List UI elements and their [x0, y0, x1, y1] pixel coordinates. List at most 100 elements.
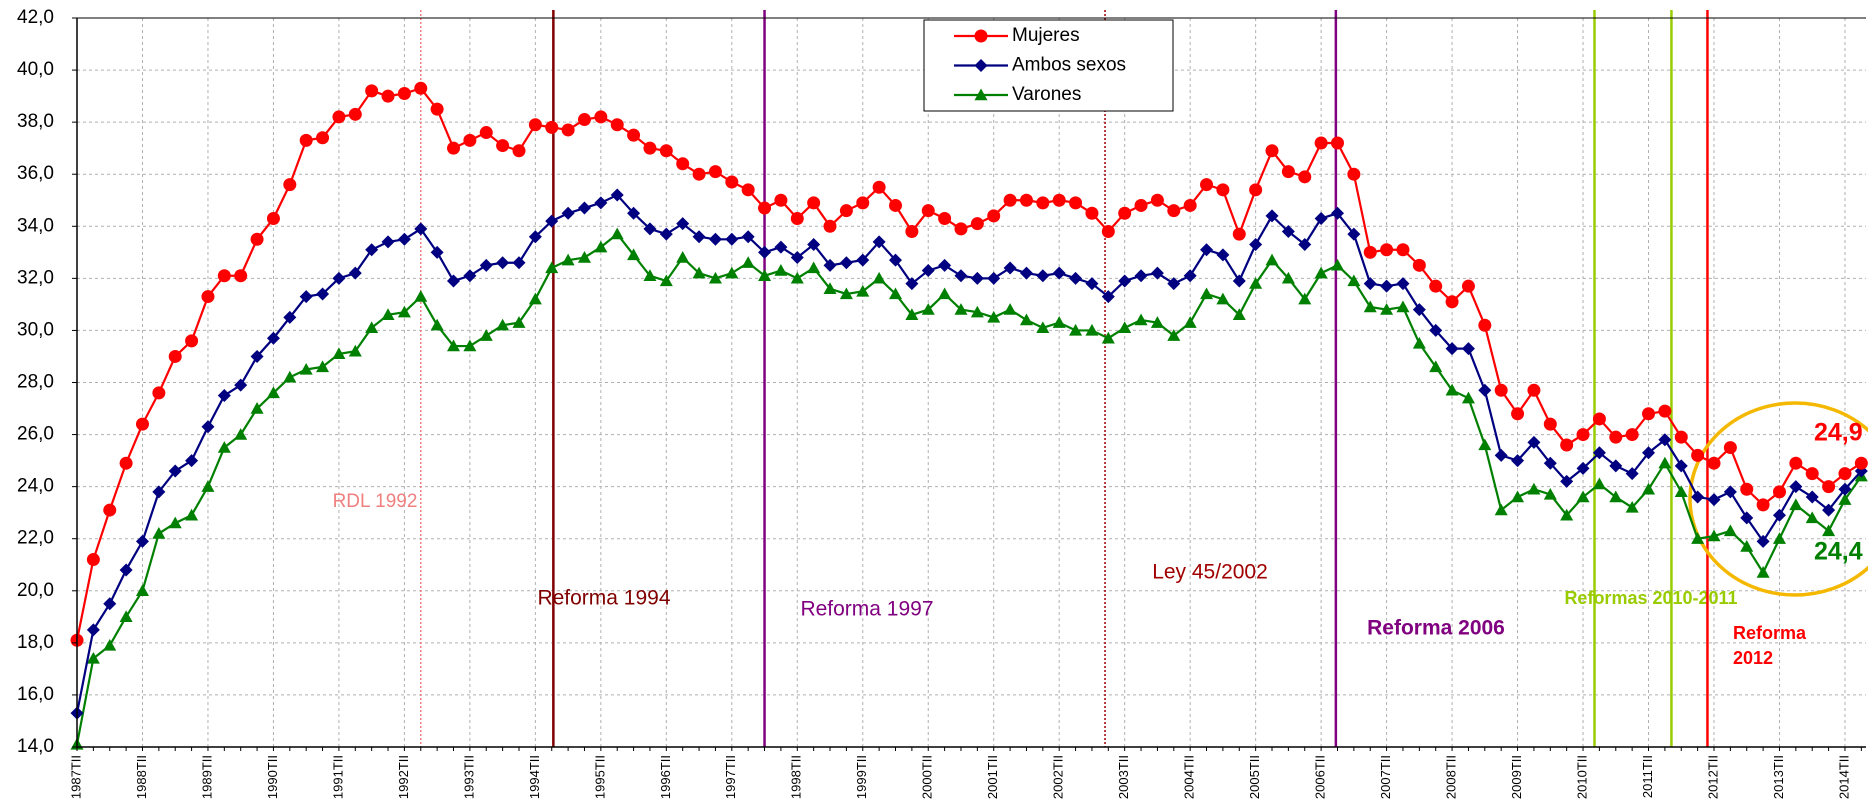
point	[676, 157, 690, 171]
point	[1592, 446, 1606, 460]
point	[316, 287, 330, 301]
y-tick-label: 18,0	[17, 632, 54, 653]
point	[1281, 224, 1295, 238]
point	[1249, 238, 1263, 252]
point	[1347, 274, 1361, 287]
point	[1461, 391, 1475, 404]
point	[217, 389, 231, 403]
x-tick-label: 2000TII	[920, 755, 935, 799]
point	[1478, 318, 1492, 332]
point	[1740, 540, 1754, 552]
point	[725, 266, 739, 279]
point	[1118, 274, 1132, 288]
legend: Mujeres Ambos sexos Varones	[923, 19, 1174, 112]
point	[1789, 480, 1803, 494]
point	[1052, 266, 1066, 280]
x-tick-label: 1999TII	[854, 755, 869, 799]
point	[1363, 300, 1377, 313]
point	[86, 553, 100, 567]
point	[1429, 279, 1443, 293]
point	[1249, 277, 1263, 289]
x-tick-label: 2004TII	[1182, 755, 1197, 799]
point	[1200, 243, 1214, 257]
x-tick-label: 1995TII	[592, 755, 607, 799]
point	[1723, 524, 1737, 537]
point	[1200, 287, 1214, 300]
point	[1805, 467, 1819, 481]
point	[414, 222, 428, 236]
point	[414, 290, 428, 302]
point	[659, 227, 673, 241]
point	[774, 193, 788, 207]
point	[1216, 248, 1230, 262]
y-tick-label: 36,0	[17, 163, 54, 184]
point	[1625, 500, 1639, 513]
x-tick-label: 2007TII	[1378, 755, 1393, 799]
point	[1592, 412, 1606, 426]
point	[103, 503, 117, 517]
point	[807, 196, 821, 210]
point	[1167, 329, 1181, 341]
point	[119, 563, 133, 577]
point	[528, 292, 542, 305]
point	[1380, 243, 1394, 257]
point	[152, 485, 166, 499]
point	[463, 339, 477, 352]
point	[103, 638, 117, 651]
point	[152, 527, 166, 539]
point	[397, 232, 411, 246]
point	[119, 610, 133, 623]
point	[201, 290, 215, 304]
point	[823, 258, 837, 272]
callout-label: 24,9	[1814, 419, 1863, 447]
reform-label: RDL 1992	[333, 491, 418, 512]
point	[1069, 271, 1083, 285]
point	[1003, 193, 1017, 207]
point	[872, 235, 886, 249]
point	[774, 240, 788, 254]
point	[479, 329, 493, 341]
point	[430, 318, 444, 331]
point	[1101, 224, 1115, 238]
point	[512, 316, 526, 328]
point	[217, 441, 231, 453]
point	[1363, 245, 1377, 259]
point	[447, 274, 461, 288]
point	[1298, 292, 1312, 305]
point	[1265, 253, 1279, 266]
point	[1232, 227, 1246, 241]
point	[86, 651, 100, 664]
point	[447, 141, 461, 155]
point	[692, 266, 706, 279]
point	[758, 201, 772, 215]
y-tick-label: 34,0	[17, 215, 54, 236]
point	[1052, 193, 1066, 207]
point	[1380, 303, 1394, 315]
point	[987, 209, 1001, 223]
point	[676, 251, 690, 263]
point	[168, 516, 182, 529]
point	[1674, 430, 1688, 444]
point	[659, 144, 673, 158]
point	[1281, 271, 1295, 284]
point	[741, 183, 755, 197]
point	[790, 251, 804, 265]
point	[1478, 438, 1492, 451]
y-tick-label: 26,0	[17, 424, 54, 445]
point	[185, 508, 199, 521]
y-tick-label: 28,0	[17, 372, 54, 393]
x-tick-label: 2003TII	[1116, 755, 1131, 799]
point	[1036, 196, 1050, 210]
point	[234, 269, 248, 283]
x-tick-label: 1992TII	[396, 755, 411, 799]
point	[954, 303, 968, 315]
point	[627, 128, 641, 142]
point	[676, 217, 690, 231]
point	[987, 271, 1001, 285]
point	[659, 274, 673, 287]
point	[954, 269, 968, 283]
point	[872, 271, 886, 284]
point	[1347, 167, 1361, 181]
point	[1576, 490, 1590, 503]
point	[1854, 456, 1868, 470]
